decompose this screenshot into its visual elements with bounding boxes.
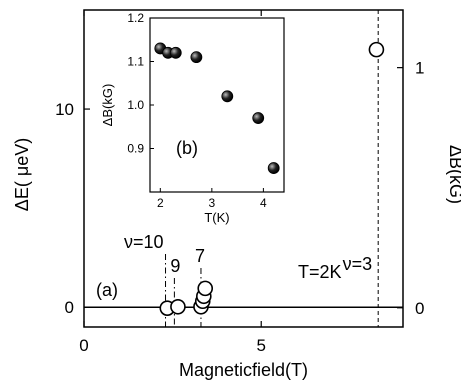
y-left-axis-label: ΔE( μeV)	[12, 138, 32, 211]
inset-y-tick-label: 0.9	[127, 142, 144, 156]
y-left-tick-label: 0	[65, 298, 74, 317]
plot-frame	[83, 9, 404, 328]
filling-factor-label: 7	[195, 246, 205, 266]
inset-y-tick-label: 1.1	[127, 55, 144, 69]
temperature-annotation: T=2K	[298, 262, 342, 282]
inset-data-point	[221, 90, 234, 103]
inset-y-tick-label: 1.2	[127, 11, 144, 25]
inset-y-tick-label: 1.0	[127, 98, 144, 112]
inset-data-point	[267, 162, 280, 174]
y-right-tick-label: 1	[415, 59, 424, 78]
inset-data-point	[169, 46, 182, 59]
y-right-axis-label: ΔB(kG)	[446, 145, 461, 204]
data-point	[197, 280, 214, 297]
inset-x-tick-label: 3	[209, 196, 216, 210]
x-tick-label: 5	[256, 336, 265, 355]
filling-factor-label: ν=10	[124, 232, 164, 252]
inset-data-point	[252, 112, 265, 124]
filling-factor-label: ν=3	[343, 254, 373, 274]
x-axis-label: Magneticfield(T)	[179, 360, 308, 380]
inset-x-tick-label: 2	[157, 196, 164, 210]
inset-x-axis-label: T(K)	[204, 210, 229, 225]
inset-frame	[149, 17, 285, 193]
panel-label-a: (a)	[96, 280, 118, 300]
y-left-tick-label: 10	[55, 100, 74, 119]
x-tick-label: 0	[79, 336, 88, 355]
inset-data-point	[190, 51, 203, 64]
data-point	[368, 41, 385, 58]
inset-y-axis-label: ΔB(kG)	[100, 84, 115, 127]
data-point	[170, 298, 186, 315]
y-right-tick-label: 0	[415, 299, 424, 318]
filling-factor-label: 9	[170, 256, 180, 276]
main-plot: 0 5 0 10 0 1 Magneticfield(T) ΔE( μeV) ΔB(kG) ν=1…	[12, 9, 461, 380]
inset-x-tick-label: 4	[260, 196, 267, 210]
inset-plot: 2 3 4 0.9 1.0 1.1 1.2 T(K) ΔB(kG) (b)	[100, 11, 285, 225]
panel-label-b: (b)	[176, 138, 198, 158]
